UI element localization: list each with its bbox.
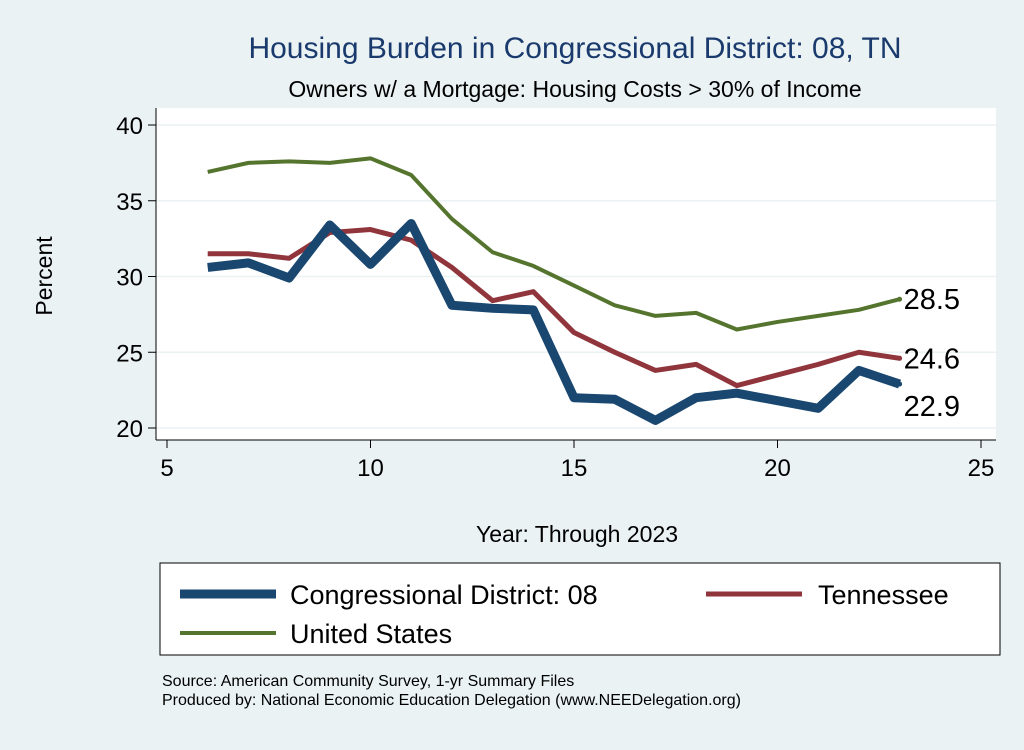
y-tick-label: 30 (116, 265, 143, 292)
end-value-label: 24.6 (904, 343, 960, 375)
x-tick-label: 10 (357, 455, 384, 482)
source-note: Source: American Community Survey, 1-yr … (162, 673, 574, 690)
y-tick-label: 20 (116, 416, 143, 443)
series-end-marker (897, 296, 903, 302)
series-line-0 (207, 218, 902, 425)
y-tick-label: 25 (116, 340, 143, 367)
legend-label: Tennessee (818, 580, 949, 610)
producer-note: Produced by: National Economic Education… (162, 692, 741, 709)
series-end-marker (897, 355, 903, 361)
legend-label: United States (290, 619, 452, 649)
legend-label: Congressional District: 08 (290, 580, 598, 610)
y-tick-label: 35 (116, 189, 143, 216)
legend (159, 562, 1001, 656)
x-tick-label: 25 (968, 455, 995, 482)
x-tick-label: 20 (764, 455, 791, 482)
series-end-marker (897, 381, 903, 387)
x-tick-label: 15 (561, 455, 588, 482)
series-line-2 (207, 156, 901, 332)
chart-subtitle: Owners w/ a Mortgage: Housing Costs > 30… (288, 76, 861, 102)
end-value-label: 22.9 (904, 391, 960, 423)
chart-title: Housing Burden in Congressional District… (248, 32, 901, 65)
end-value-label: 28.5 (904, 284, 960, 316)
y-tick-label: 40 (116, 113, 143, 140)
x-axis-label: Year: Through 2023 (476, 521, 678, 547)
x-tick-label: 5 (160, 455, 173, 482)
y-axis-label: Percent (31, 236, 57, 316)
